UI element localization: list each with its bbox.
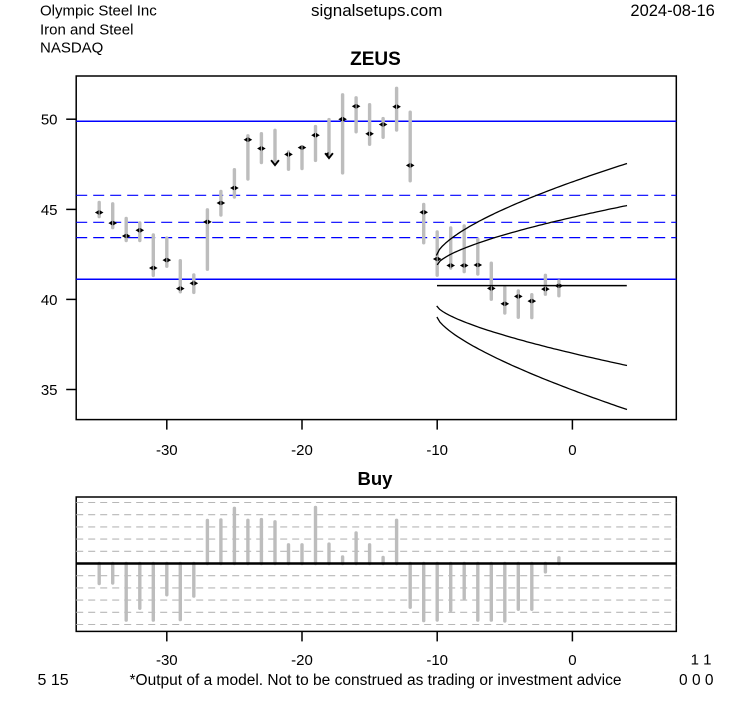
svg-text:Buy: Buy <box>358 468 394 489</box>
svg-text:-20: -20 <box>291 652 313 669</box>
svg-text:50: 50 <box>41 112 58 129</box>
svg-text:0: 0 <box>568 442 576 459</box>
svg-text:-20: -20 <box>291 442 313 459</box>
svg-text:Iron and Steel: Iron and Steel <box>40 22 133 39</box>
svg-text:5 15: 5 15 <box>38 672 69 689</box>
svg-text:45: 45 <box>41 202 58 219</box>
svg-text:ZEUS: ZEUS <box>350 49 401 70</box>
svg-text:Olympic Steel Inc: Olympic Steel Inc <box>40 3 157 20</box>
svg-text:-30: -30 <box>156 442 178 459</box>
svg-text:35: 35 <box>41 382 58 399</box>
svg-text:2024-08-16: 2024-08-16 <box>630 2 714 20</box>
svg-text:40: 40 <box>41 292 58 309</box>
svg-text:-10: -10 <box>426 652 448 669</box>
svg-text:signalsetups.com: signalsetups.com <box>311 1 442 20</box>
svg-text:NASDAQ: NASDAQ <box>40 40 103 57</box>
svg-text:*Output of a model. Not to be: *Output of a model. Not to be construed … <box>130 672 622 689</box>
svg-text:0: 0 <box>568 652 576 669</box>
svg-text:1 1: 1 1 <box>691 651 712 668</box>
svg-text:-10: -10 <box>426 442 448 459</box>
svg-text:-30: -30 <box>156 652 178 669</box>
svg-text:0 0 0: 0 0 0 <box>679 672 714 689</box>
